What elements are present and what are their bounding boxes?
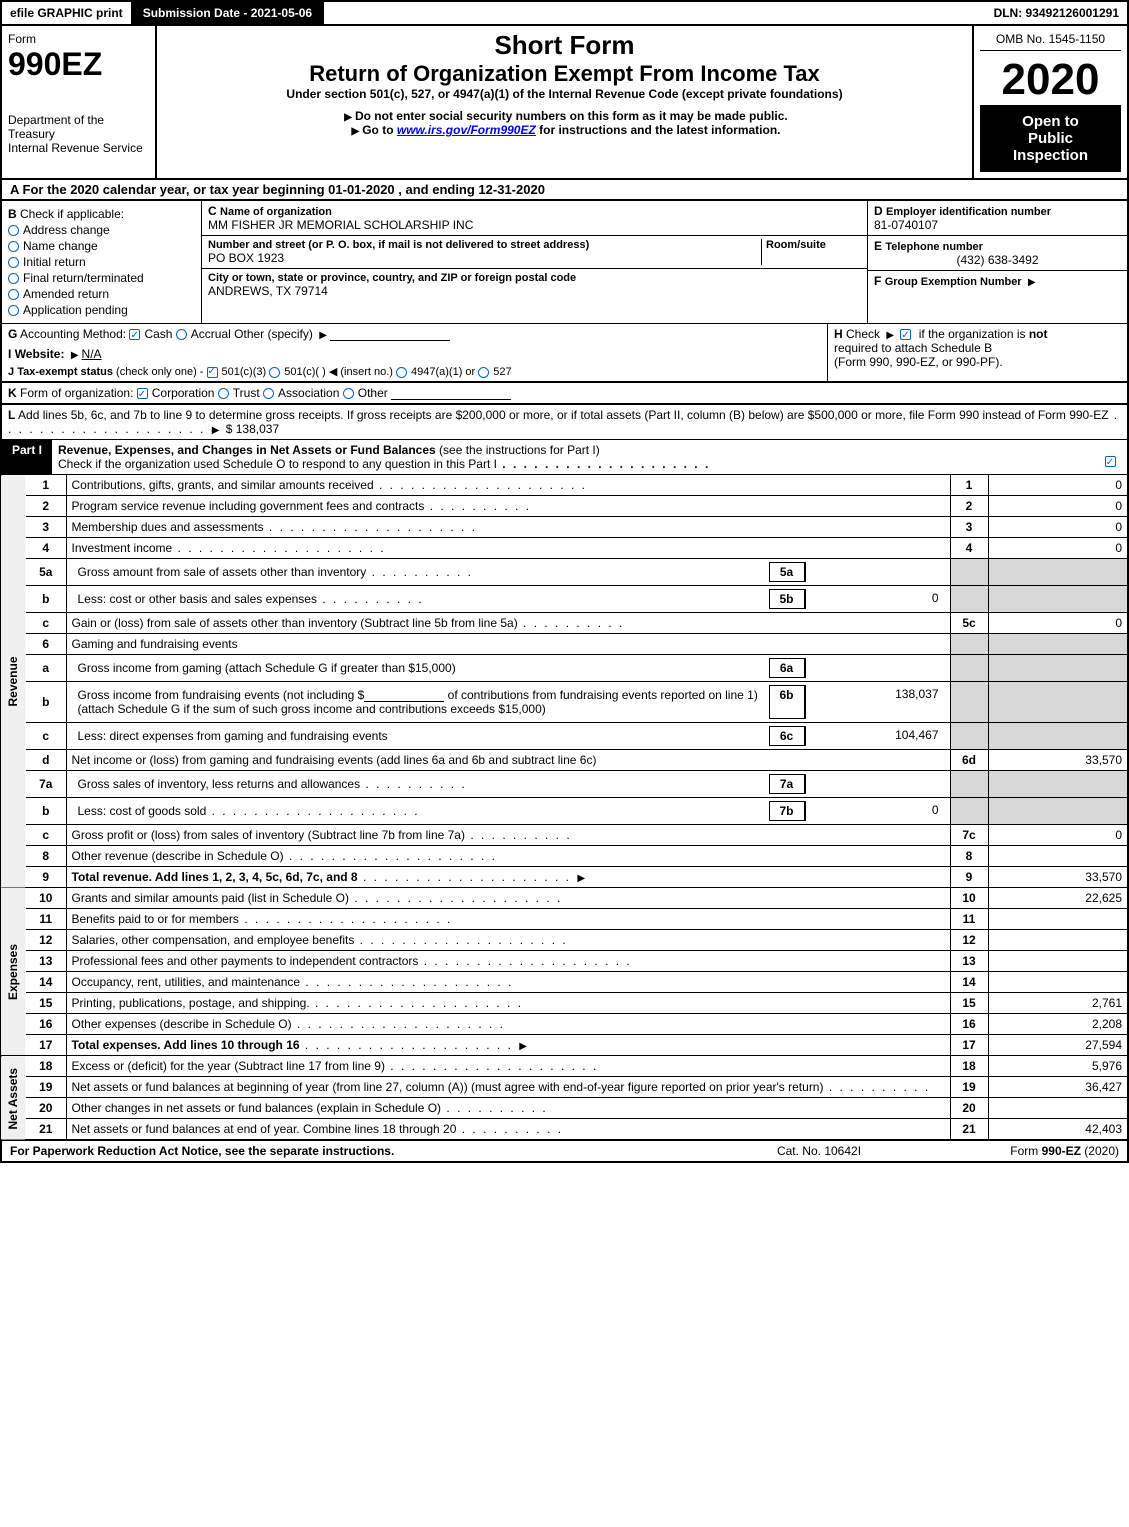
- return-title: Return of Organization Exempt From Incom…: [167, 61, 962, 87]
- form-word: Form: [8, 32, 149, 46]
- form-number: 990EZ: [8, 46, 149, 83]
- chk-final-return[interactable]: Final return/terminated: [23, 271, 144, 285]
- chk-address-change[interactable]: Address change: [23, 223, 110, 237]
- section-a-tax-year: A For the 2020 calendar year, or tax yea…: [0, 180, 1129, 201]
- line-15-amt: 2,761: [988, 993, 1128, 1014]
- line-5b-amt: 0: [805, 589, 945, 609]
- line-2-amt: 0: [988, 496, 1128, 517]
- dln: DLN: 93492126001291: [986, 2, 1127, 24]
- chk-initial-return[interactable]: Initial return: [23, 255, 86, 269]
- section-gh: G Accounting Method: Cash Accrual Other …: [0, 323, 1129, 382]
- line-6b-amt: 138,037: [805, 685, 945, 719]
- part1-table: Revenue 1Contributions, gifts, grants, a…: [0, 475, 1129, 1141]
- tax-year: 2020: [980, 55, 1121, 105]
- goto-line: Go to www.irs.gov/Form990EZ for instruct…: [167, 123, 962, 137]
- phone: (432) 638-3492: [874, 253, 1121, 267]
- line-9-amt: 33,570: [988, 867, 1128, 888]
- form-header: Form 990EZ Department of the Treasury In…: [0, 26, 1129, 180]
- section-l: L Add lines 5b, 6c, and 7b to line 9 to …: [0, 404, 1129, 440]
- line-1-amt: 0: [988, 475, 1128, 496]
- org-name: MM FISHER JR MEMORIAL SCHOLARSHIP INC: [208, 218, 861, 232]
- header-right: OMB No. 1545-1150 2020 Open toPublicInsp…: [972, 26, 1127, 178]
- dept-irs: Internal Revenue Service: [8, 141, 149, 155]
- line-3-amt: 0: [988, 517, 1128, 538]
- chk-schedule-o[interactable]: [1105, 456, 1116, 467]
- short-form-title: Short Form: [167, 30, 962, 61]
- chk-501c3[interactable]: [207, 367, 218, 378]
- chk-cash[interactable]: [129, 329, 140, 340]
- line-17-amt: 27,594: [988, 1035, 1128, 1056]
- expenses-label: Expenses: [1, 888, 26, 1056]
- ein: 81-0740107: [874, 218, 1121, 232]
- info-grid: B Check if applicable: Address change Na…: [0, 201, 1129, 323]
- header-left: Form 990EZ Department of the Treasury In…: [2, 26, 157, 178]
- dept-treasury: Department of the Treasury: [8, 113, 149, 141]
- section-c: C Name of organization MM FISHER JR MEMO…: [202, 201, 867, 323]
- paperwork-notice: For Paperwork Reduction Act Notice, see …: [10, 1144, 719, 1158]
- chk-name-change[interactable]: Name change: [23, 239, 98, 253]
- website: N/A: [82, 347, 102, 361]
- omb-number: OMB No. 1545-1150: [980, 32, 1121, 51]
- line-4-amt: 0: [988, 538, 1128, 559]
- part-1-header: Part I Revenue, Expenses, and Changes in…: [0, 440, 1129, 475]
- line-21-amt: 42,403: [988, 1119, 1128, 1141]
- line-16-amt: 2,208: [988, 1014, 1128, 1035]
- line-6c-amt: 104,467: [805, 726, 945, 746]
- chk-app-pending[interactable]: Application pending: [23, 303, 128, 317]
- cat-no: Cat. No. 10642I: [719, 1144, 919, 1158]
- header-mid: Short Form Return of Organization Exempt…: [157, 26, 972, 178]
- line-7c-amt: 0: [988, 825, 1128, 846]
- section-b: B Check if applicable: Address change Na…: [2, 201, 202, 323]
- org-city: ANDREWS, TX 79714: [208, 284, 861, 298]
- chk-amended[interactable]: Amended return: [23, 287, 109, 301]
- irs-link[interactable]: www.irs.gov/Form990EZ: [397, 123, 536, 137]
- top-bar: efile GRAPHIC print Submission Date - 20…: [0, 0, 1129, 26]
- efile-label: efile GRAPHIC print: [2, 2, 131, 24]
- net-assets-label: Net Assets: [1, 1056, 26, 1141]
- org-street: PO BOX 1923: [208, 251, 761, 265]
- line-6d-amt: 33,570: [988, 750, 1128, 771]
- revenue-label: Revenue: [1, 475, 26, 888]
- ssn-warning: Do not enter social security numbers on …: [167, 109, 962, 123]
- line-19-amt: 36,427: [988, 1077, 1128, 1098]
- page-footer: For Paperwork Reduction Act Notice, see …: [0, 1141, 1129, 1163]
- submission-date: Submission Date - 2021-05-06: [131, 2, 324, 24]
- form-ref: Form 990-EZ (2020): [919, 1144, 1119, 1158]
- chk-corporation[interactable]: [137, 388, 148, 399]
- chk-schedule-b[interactable]: [900, 329, 911, 340]
- gross-receipts: $ 138,037: [226, 422, 279, 436]
- line-7b-amt: 0: [805, 801, 945, 821]
- line-5c-amt: 0: [988, 613, 1128, 634]
- section-k: K Form of organization: Corporation Trus…: [0, 382, 1129, 404]
- line-18-amt: 5,976: [988, 1056, 1128, 1077]
- open-to-public: Open toPublicInspection: [980, 105, 1121, 172]
- section-def: D Employer identification number 81-0740…: [867, 201, 1127, 323]
- line-10-amt: 22,625: [988, 888, 1128, 909]
- header-subtitle: Under section 501(c), 527, or 4947(a)(1)…: [167, 87, 962, 101]
